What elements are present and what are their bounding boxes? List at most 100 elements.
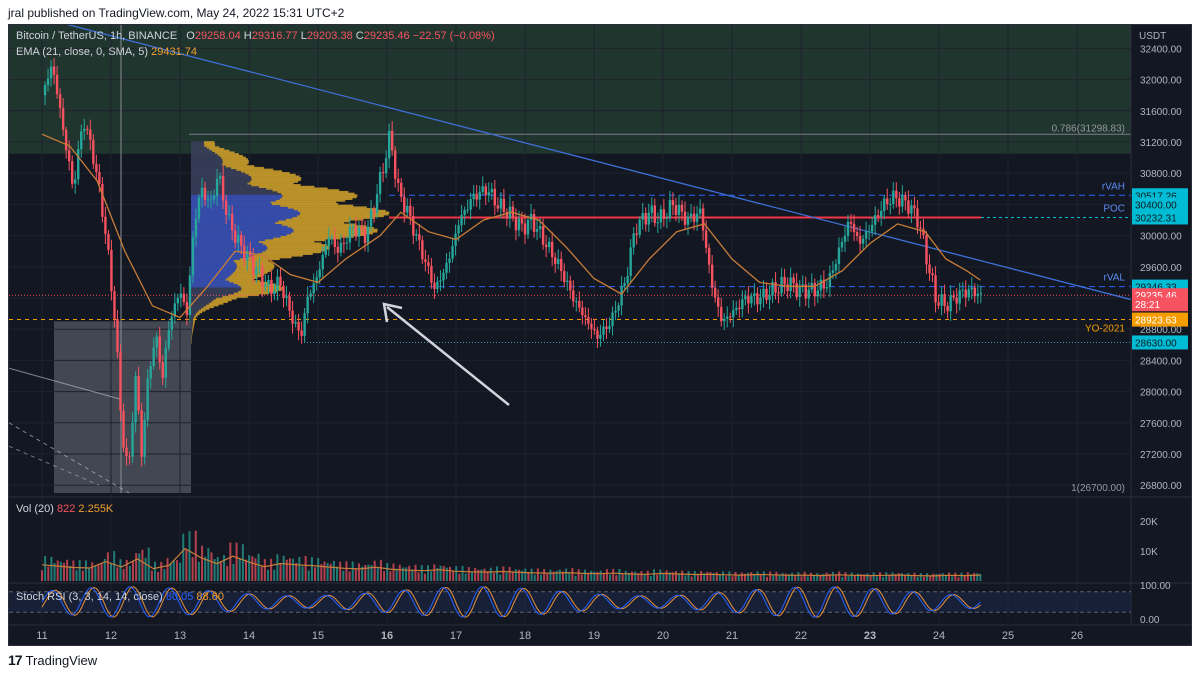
volume-bar — [882, 576, 885, 581]
candle-body — [689, 213, 693, 217]
profile-bar-orange — [211, 300, 228, 303]
volume-bar — [94, 565, 97, 581]
price-tick-label: 32400.00 — [1140, 44, 1182, 55]
profile-bar-blue — [191, 211, 301, 214]
price-label-text: 28630.00 — [1135, 338, 1177, 349]
candle-body — [774, 282, 777, 293]
profile-bar-blue — [191, 142, 205, 146]
profile-bar-orange — [212, 149, 230, 152]
legend-stoch-row: Stoch RSI (3, 3, 14, 14, close) 80.05 88… — [16, 591, 224, 603]
candle-body — [209, 199, 213, 201]
profile-bar-blue — [191, 305, 204, 309]
stoch-tick-label: 0.00 — [1140, 615, 1160, 626]
volume-bar — [706, 571, 709, 581]
profile-bar-blue — [191, 244, 266, 247]
chart-frame[interactable]: 0.786(31298.83) rVAH POC rVAL YO-2021 1(26700… — [8, 24, 1192, 646]
volume-bar — [571, 568, 574, 581]
profile-bar-blue — [191, 218, 286, 221]
volume-bar — [110, 562, 113, 581]
profile-bar-blue — [191, 285, 241, 288]
candle-body — [880, 210, 883, 217]
volume-bar — [963, 576, 966, 581]
volume-bar — [301, 566, 304, 581]
candle-body — [360, 227, 364, 229]
volume-bar — [847, 576, 850, 581]
candle-body — [557, 258, 560, 264]
volume-bar — [835, 575, 838, 581]
candle-body — [415, 234, 418, 236]
candle-body — [336, 246, 340, 253]
volume-bar — [135, 553, 138, 581]
time-tick-label: 18 — [519, 630, 531, 642]
profile-bar-blue — [191, 226, 292, 230]
legend-change: −22.57 (−0.08%) — [412, 30, 495, 42]
volume-bar — [913, 572, 916, 581]
candle-body — [922, 228, 925, 236]
volume-bar — [411, 569, 414, 581]
volume-bar — [125, 559, 128, 581]
candle-body — [638, 219, 641, 235]
time-tick-label: 21 — [726, 630, 738, 642]
profile-bar-blue — [191, 324, 193, 327]
candle-body — [698, 208, 702, 214]
candle-body — [692, 213, 696, 222]
candle-body — [502, 198, 506, 212]
profile-bar-orange — [287, 206, 367, 209]
time-tick-label: 23 — [864, 630, 876, 642]
candle-body — [327, 237, 330, 247]
profile-bar-orange — [229, 280, 261, 283]
volume-bar — [787, 574, 790, 581]
volume-bar — [587, 572, 590, 581]
profile-bar-orange — [206, 146, 220, 149]
volume-bar — [813, 575, 816, 581]
volume-bar — [282, 555, 285, 581]
profile-bar-orange — [265, 244, 327, 247]
candle-body — [92, 139, 95, 164]
candle-body — [904, 195, 907, 201]
legend-high: 29316.77 — [251, 30, 298, 42]
legend-o-label: O — [186, 30, 195, 42]
volume-bar — [119, 559, 122, 581]
profile-bar-blue — [191, 208, 294, 211]
candle-body — [825, 287, 829, 289]
volume-bar — [386, 562, 389, 581]
profile-bar-blue — [191, 314, 195, 317]
volume-bar — [969, 574, 972, 581]
profile-bar-blue — [191, 328, 193, 331]
volume-ma-line — [41, 547, 981, 577]
volume-bar — [229, 542, 232, 581]
profile-bar-blue — [191, 319, 194, 322]
candle-body — [855, 232, 859, 237]
candle-body — [312, 283, 315, 294]
volume-bar — [223, 555, 226, 581]
legend-ema-label: EMA (21, close, 0, SMA, 5) — [16, 46, 149, 58]
profile-bar-blue — [191, 194, 283, 197]
profile-bar-blue — [191, 214, 298, 218]
profile-bar-orange — [209, 148, 225, 151]
profile-bar-blue — [191, 283, 238, 286]
volume-bar — [194, 530, 197, 581]
price-chart-svg[interactable]: 0.786(31298.83) rVAH POC rVAL YO-2021 1(26700… — [9, 25, 1192, 646]
candle-body — [143, 420, 146, 457]
candle-body — [819, 279, 823, 291]
volume-bar — [197, 561, 200, 581]
candle-body — [605, 326, 608, 329]
candle-body — [149, 366, 152, 379]
volume-bar — [665, 570, 668, 581]
candle-body — [433, 282, 436, 289]
candle-body — [49, 66, 53, 79]
candle-body — [804, 284, 807, 299]
profile-bar-blue — [191, 144, 205, 147]
candle-body — [919, 227, 922, 229]
profile-bar-blue — [191, 149, 213, 152]
volume-bar — [979, 573, 982, 581]
profile-bar-orange — [247, 182, 294, 185]
candle-body — [369, 209, 373, 227]
volume-bar — [618, 568, 621, 581]
candle-body — [656, 222, 660, 224]
profile-bar-orange — [267, 247, 330, 250]
volume-bar — [442, 566, 445, 581]
volume-bar — [97, 563, 100, 581]
profile-bar-blue — [191, 170, 242, 173]
candle-body — [916, 208, 919, 228]
